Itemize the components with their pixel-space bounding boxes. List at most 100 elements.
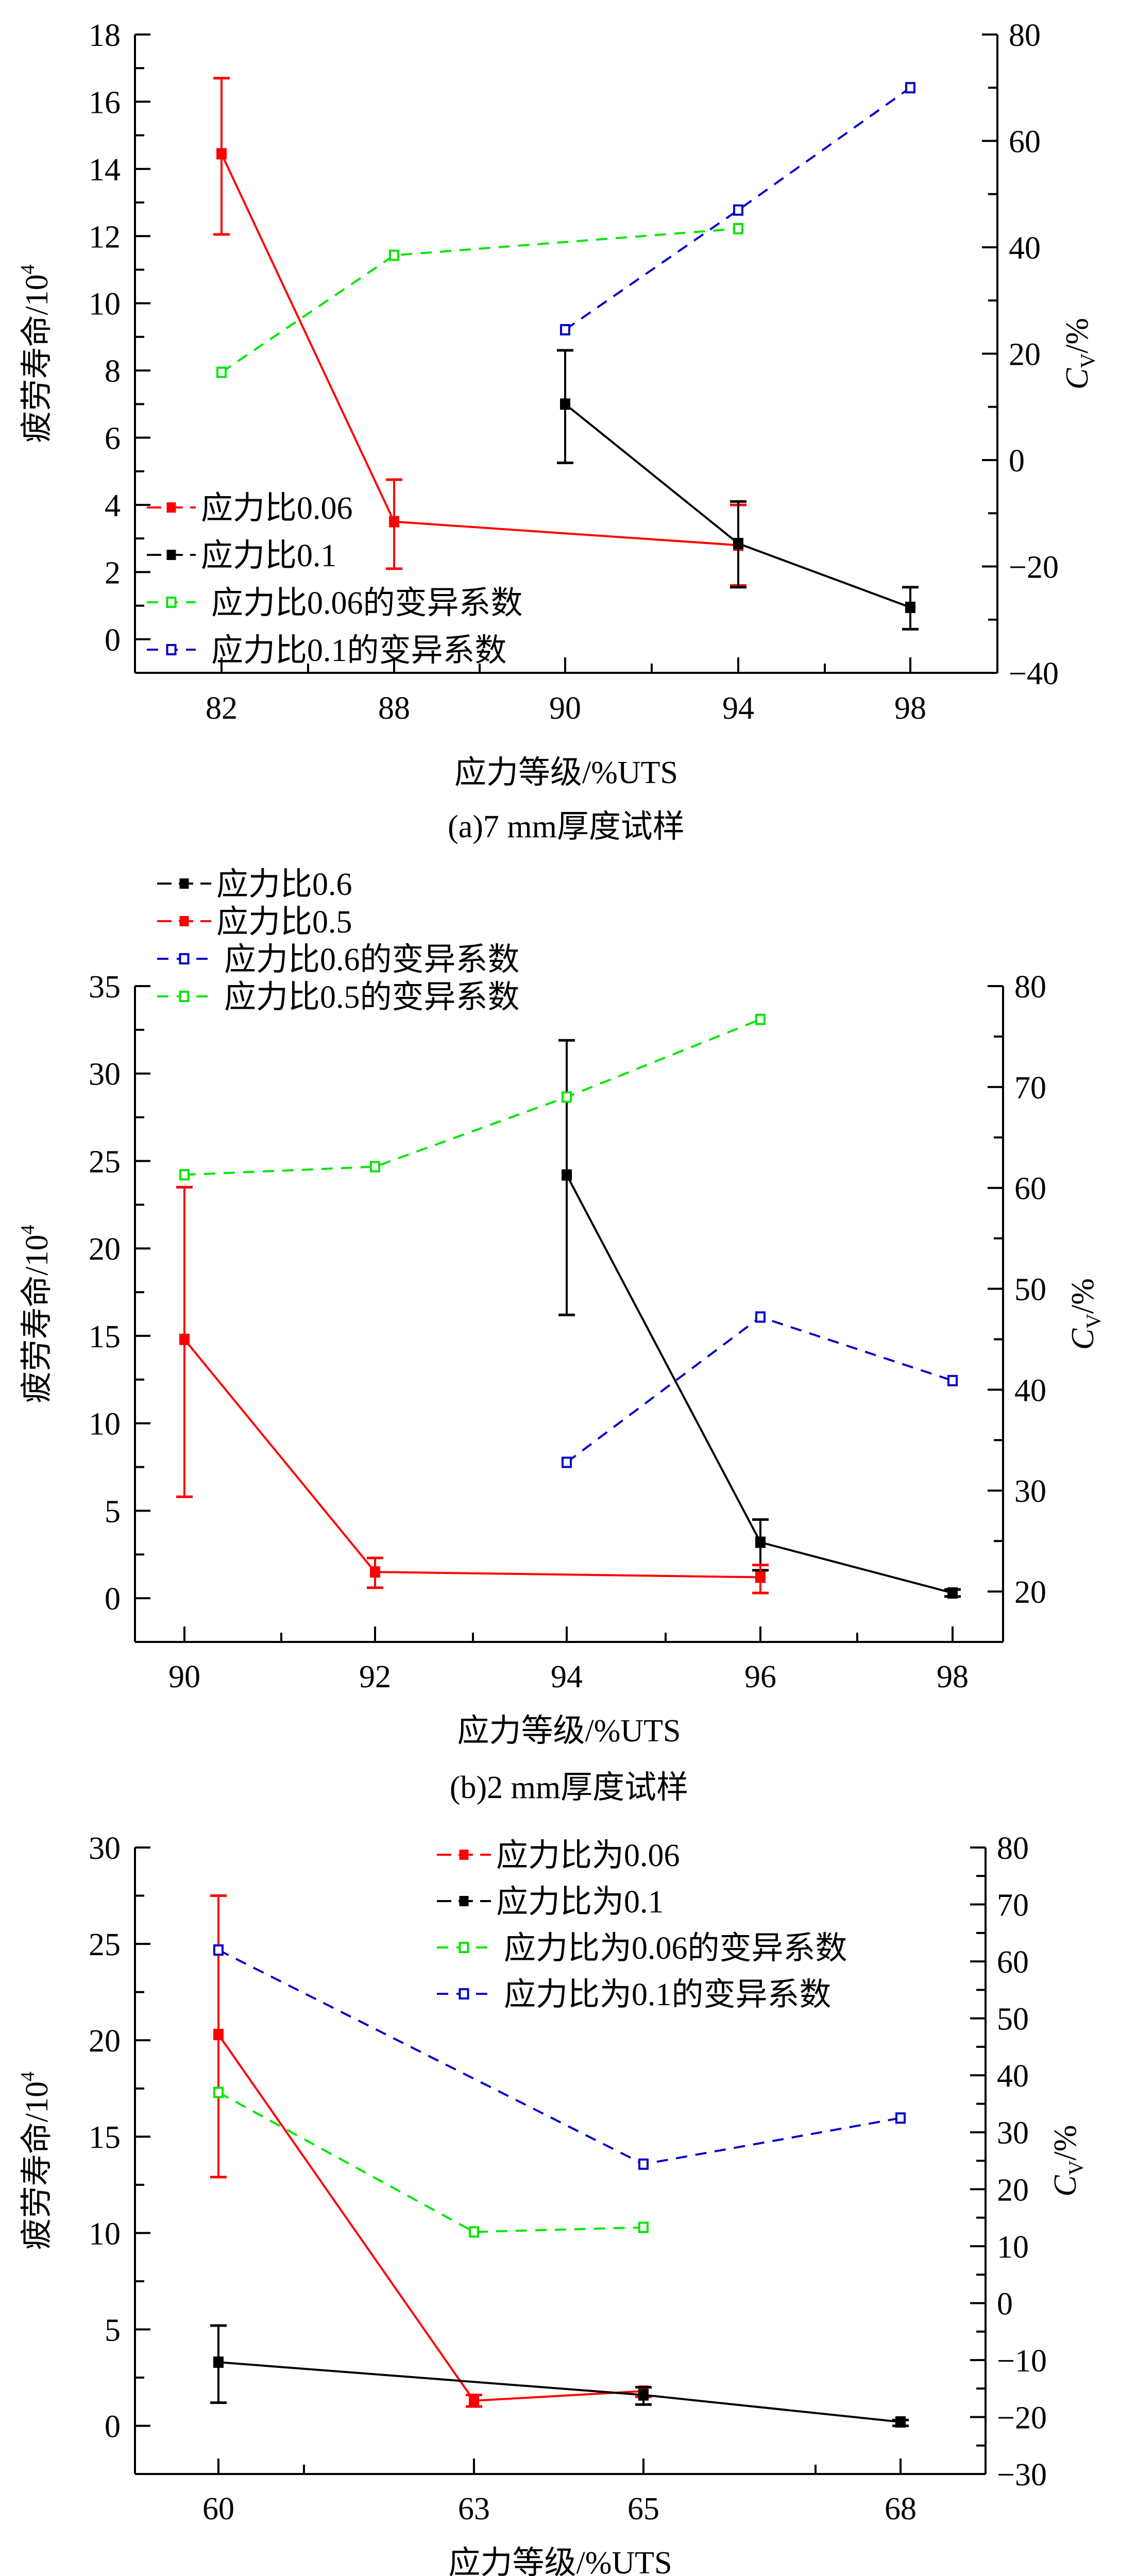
data-point	[560, 324, 570, 336]
right-tick-label: 0	[1009, 444, 1025, 479]
legend-label: 应力比0.06的变异系数	[211, 586, 523, 621]
data-point	[895, 2416, 906, 2428]
legend-swatch-marker	[166, 502, 176, 513]
right-tick-label: 50	[997, 2002, 1029, 2037]
data-point	[213, 2356, 224, 2368]
right-tick-label: −10	[997, 2344, 1047, 2379]
right-tick-label: −20	[1009, 550, 1059, 585]
right-tick-label: 10	[997, 2230, 1029, 2265]
series-line	[220, 153, 739, 547]
series-3	[179, 1013, 766, 1181]
left-tick-label: 4	[105, 488, 121, 523]
left-tick-label: 2	[105, 555, 121, 590]
data-point	[947, 1587, 958, 1599]
legend-swatch-marker	[459, 1850, 469, 1860]
legend-swatch-marker	[179, 991, 190, 1002]
legend-swatch-marker	[179, 953, 190, 964]
data-point	[370, 1566, 380, 1578]
data-point	[895, 2112, 906, 2124]
legend-label: 应力比0.5	[216, 905, 352, 940]
right-tick-label: 20	[1014, 1575, 1046, 1610]
left-tick-label: 8	[105, 354, 121, 389]
data-point	[562, 1456, 572, 1468]
series-2	[216, 223, 743, 378]
right-axis-title-subscript: V	[1064, 2160, 1088, 2175]
left-tick-label: 16	[89, 85, 121, 120]
x-tick-label: 65	[627, 2492, 659, 2527]
right-tick-label: 20	[997, 2173, 1029, 2208]
data-point	[733, 223, 743, 234]
data-point	[733, 537, 743, 549]
series-1	[210, 2324, 909, 2428]
legend-item: 应力比0.1	[147, 538, 337, 573]
chart-panel-c: 0 5 10 15 20 25 30 −30 −20 −10 0 10 20 30 40 50 60 70 80 60…	[17, 1831, 1088, 2576]
x-tick-label: 63	[458, 2492, 490, 2527]
left-axis-title: 疲劳寿命/104	[17, 1225, 55, 1403]
right-tick-label: 40	[1014, 1373, 1046, 1408]
data-point	[216, 148, 227, 160]
right-tick-label: 80	[1009, 18, 1041, 53]
series-3	[560, 82, 915, 336]
right-tick-label: 60	[1014, 1172, 1046, 1207]
right-tick-label: 20	[1009, 337, 1041, 372]
legend-item: 应力比0.06	[147, 491, 353, 526]
legend-item: 应力比0.5	[157, 905, 352, 940]
legend-label: 应力比0.6的变异系数	[224, 942, 520, 977]
panel-caption: (b)2 mm厚度试样	[450, 1770, 688, 1805]
x-tick-label: 98	[937, 1659, 969, 1694]
legend-item: 应力比0.1的变异系数	[147, 633, 507, 668]
series-0	[558, 1039, 961, 1599]
chart-panel-b: 0 5 10 15 20 25 30 35 20 30 40 50 60 70 80 90 92 94 96 98 应力…	[17, 867, 1105, 1805]
right-tick-label: 0	[997, 2286, 1013, 2321]
x-tick-label: 90	[549, 691, 581, 726]
left-axis-title-superscript: 4	[17, 1225, 39, 1234]
data-point	[469, 2226, 479, 2238]
data-point	[469, 2395, 479, 2406]
legend-label: 应力比0.06	[201, 491, 353, 526]
right-axis-title: CV/%	[1060, 318, 1099, 389]
left-axis-title: 疲劳寿命/104	[17, 2072, 55, 2250]
legend-swatch-marker	[166, 597, 177, 608]
series-line	[183, 1338, 761, 1579]
left-tick-label: 5	[105, 1494, 121, 1529]
series-line	[218, 2361, 901, 2423]
data-point	[389, 516, 399, 528]
right-axis-title-unit: /%	[1065, 1278, 1100, 1314]
left-tick-label: 35	[89, 970, 121, 1005]
right-tick-label: 50	[1014, 1273, 1046, 1308]
right-tick-label: 30	[1014, 1474, 1046, 1509]
legend-item: 应力比为0.1的变异系数	[437, 1977, 831, 2012]
left-axis-title-superscript: 4	[17, 2072, 39, 2081]
legend-swatch-marker	[166, 644, 177, 655]
data-point	[562, 1091, 572, 1103]
x-tick-label: 98	[894, 691, 926, 726]
right-axis-title-unit: /%	[1060, 318, 1095, 353]
data-point	[638, 2389, 649, 2401]
right-axis-title-subscript: V	[1076, 353, 1099, 368]
data-point	[562, 1169, 572, 1181]
legend-label: 应力比0.5的变异系数	[224, 980, 520, 1015]
data-point	[179, 1333, 190, 1345]
data-point	[755, 1311, 766, 1323]
x-tick-label: 94	[551, 1659, 583, 1694]
series-line	[220, 227, 739, 374]
left-tick-label: 6	[105, 421, 121, 456]
right-tick-label: 40	[997, 2059, 1029, 2094]
legend-swatch-marker	[459, 1988, 469, 1999]
legend-swatch-marker	[459, 1942, 469, 1953]
chart-panel-a: 0 2 4 6 8 10 12 14 16 18 −40 −20 0 20 40 60 80 82 88 90 94 98…	[17, 18, 1099, 844]
left-tick-label: 5	[105, 2313, 121, 2348]
legend-item: 应力比为0.06的变异系数	[437, 1931, 847, 1966]
data-point	[638, 2222, 649, 2233]
right-axis-title-subscript: V	[1082, 1314, 1105, 1329]
left-tick-label: 30	[89, 1057, 121, 1092]
left-tick-label: 10	[89, 2216, 121, 2251]
series-2	[213, 2087, 649, 2238]
data-point	[755, 1013, 766, 1025]
left-tick-label: 15	[89, 1319, 121, 1354]
data-point	[389, 249, 399, 261]
x-axis-title: 应力等级/%UTS	[454, 755, 678, 790]
